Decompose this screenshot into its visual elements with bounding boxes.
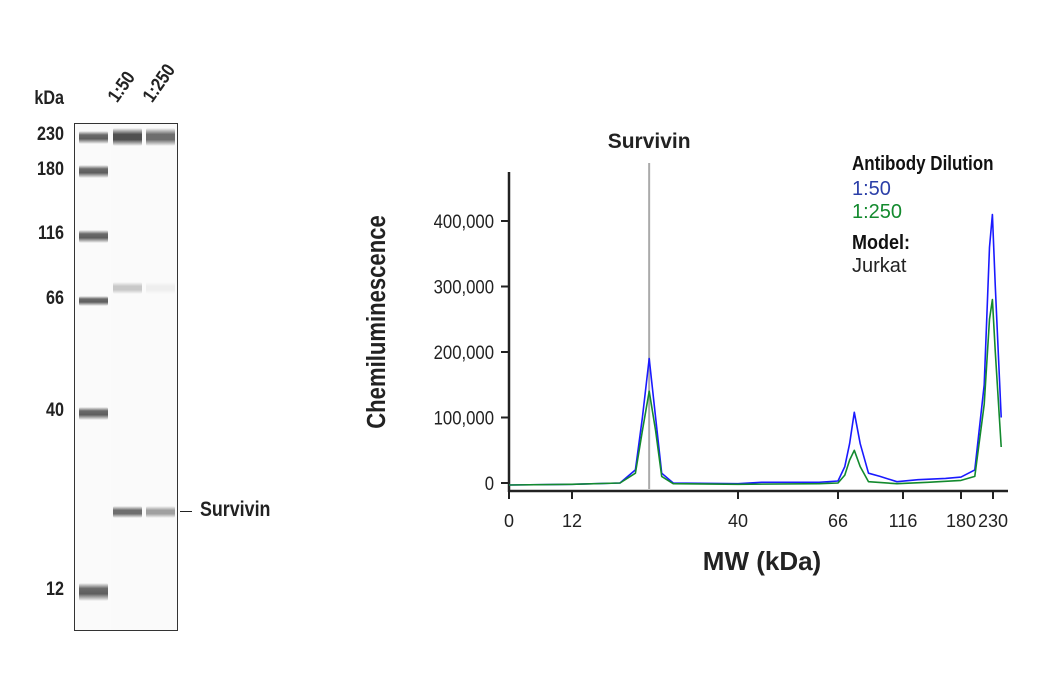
ladder-band — [79, 583, 108, 601]
sample-band — [113, 128, 142, 146]
ladder-band — [79, 130, 108, 144]
y-axis-label: Chemiluminescence — [362, 215, 391, 429]
target-label: Survivin — [200, 498, 271, 521]
sample-lane-1 — [111, 124, 144, 630]
marker-label: 40 — [46, 400, 64, 421]
legend-item-1: 1:50 — [852, 178, 891, 200]
marker-label: 12 — [46, 579, 64, 600]
target-tick — [180, 511, 192, 512]
x-tick-label: 66 — [828, 511, 848, 531]
legend-title: Antibody Dilution — [852, 152, 994, 175]
y-tick-label: 200,000 — [434, 342, 494, 363]
sample-band — [113, 506, 142, 518]
marker-label: 180 — [37, 159, 64, 180]
x-tick-label: 40 — [728, 511, 748, 531]
x-tick-label: 180 — [946, 511, 976, 531]
marker-label: 116 — [37, 223, 64, 244]
sample-band — [146, 128, 175, 146]
simulated-blot — [74, 123, 178, 631]
sample-band — [146, 506, 175, 518]
annotation-label: Survivin — [608, 130, 691, 153]
model-label: Model: — [852, 232, 910, 254]
ladder-band — [79, 406, 108, 420]
model-value: Jurkat — [852, 255, 907, 277]
ladder-band — [79, 296, 108, 306]
series-line-1-250 — [508, 298, 1002, 486]
y-tick-label: 0 — [485, 473, 494, 494]
sample-band — [113, 282, 142, 294]
series-line-1-50 — [508, 213, 1002, 486]
x-tick-label: 0 — [504, 511, 514, 531]
blot-unit-label: kDa — [34, 88, 64, 109]
ladder-lane — [77, 124, 110, 630]
y-tick-label: 100,000 — [434, 408, 494, 429]
ladder-band — [79, 164, 108, 178]
x-tick-label: 116 — [889, 511, 918, 531]
marker-label: 230 — [37, 124, 64, 145]
y-tick-label: 400,000 — [434, 211, 494, 232]
marker-label: 66 — [46, 288, 64, 309]
sample-lane-2 — [144, 124, 177, 630]
legend-item-2: 1:250 — [852, 201, 902, 223]
y-tick-label: 300,000 — [434, 277, 494, 298]
sample-band — [146, 282, 175, 294]
x-axis-label: MW (kDa) — [703, 546, 821, 576]
ladder-band — [79, 229, 108, 243]
x-tick-label: 12 — [562, 511, 582, 531]
x-tick-label: 230 — [978, 511, 1008, 531]
